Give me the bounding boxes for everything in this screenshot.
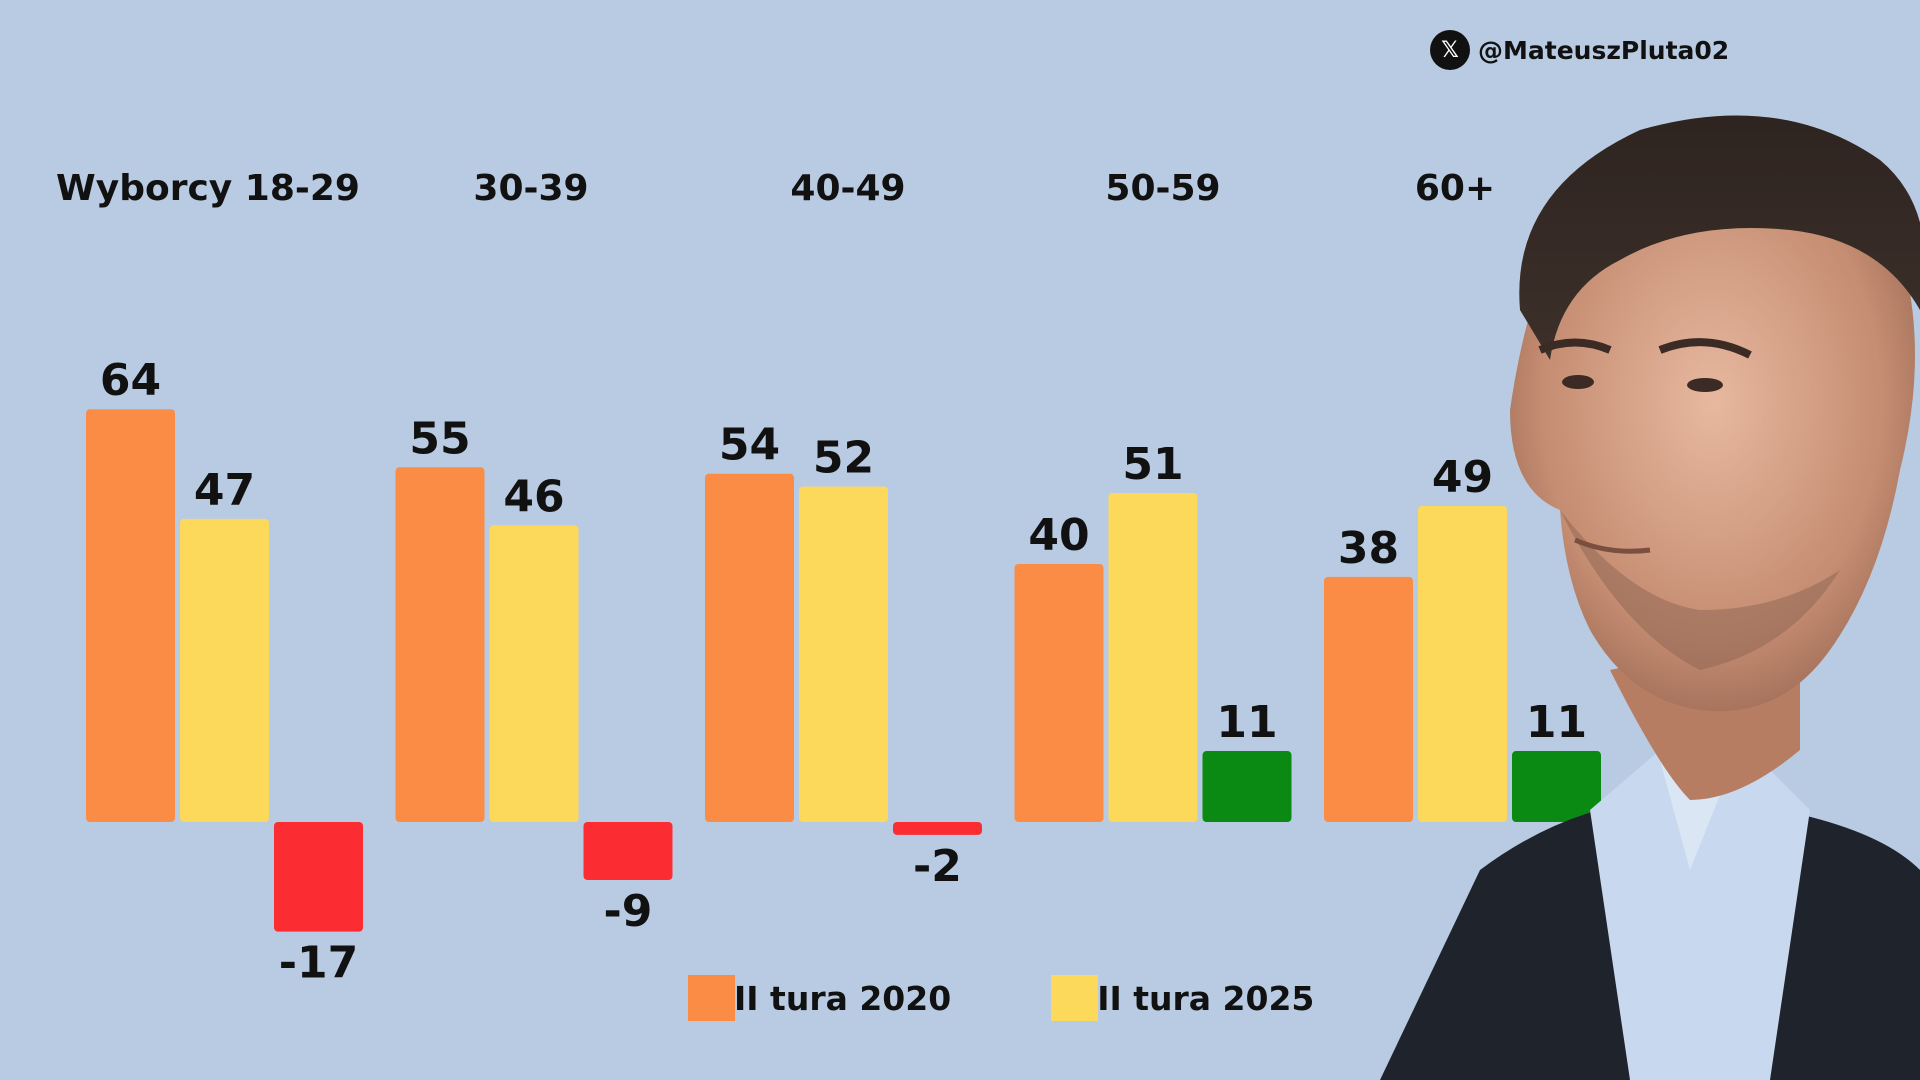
data-label: -9: [604, 886, 653, 937]
legend-item-2025: II tura 2025: [1051, 975, 1314, 1021]
bar-change: [274, 822, 363, 932]
data-label: -17: [279, 938, 359, 989]
bar-change: [893, 822, 982, 835]
bar-2025: [489, 525, 579, 822]
data-label: 40: [1028, 510, 1089, 561]
bar-2025: [180, 518, 269, 822]
data-label: 11: [1216, 697, 1277, 748]
portrait-photo: [1380, 115, 1920, 1080]
data-label: 11: [1526, 697, 1587, 748]
legend-swatch-2020: [688, 975, 735, 1021]
x-logo-icon: 𝕏: [1430, 30, 1470, 70]
data-label: -2: [913, 841, 962, 892]
bar-change: [583, 822, 673, 881]
bar-2020: [86, 409, 175, 822]
data-label: 64: [100, 355, 161, 406]
handle-text: @MateuszPluta02: [1478, 35, 1730, 65]
legend-swatch-2025: [1051, 975, 1099, 1021]
bar-2025: [1108, 493, 1198, 822]
category-label: 40-49: [790, 168, 905, 209]
bar-2020: [705, 473, 794, 822]
bar-2020: [1014, 564, 1104, 822]
bar-change: [1512, 751, 1601, 822]
legend: II tura 2020 II tura 2025: [688, 975, 1314, 1021]
data-label: 55: [409, 413, 470, 464]
bar-change: [1202, 751, 1292, 822]
legend-label-2025: II tura 2025: [1097, 978, 1315, 1018]
data-label: 54: [719, 420, 780, 471]
category-label: 30-39: [473, 168, 588, 209]
category-label: 50-59: [1105, 168, 1220, 209]
data-label: 38: [1338, 523, 1399, 574]
data-label: 47: [194, 465, 255, 516]
author-handle: 𝕏 @MateuszPluta02: [1430, 30, 1729, 70]
bar-2020: [395, 467, 485, 822]
legend-item-2020: II tura 2020: [688, 975, 951, 1021]
data-label: 46: [503, 471, 564, 522]
bar-2025: [1418, 505, 1507, 822]
category-label: Wyborcy 18-29: [56, 168, 360, 209]
data-label: 52: [813, 433, 874, 484]
bar-2025: [799, 486, 888, 822]
legend-label-2020: II tura 2020: [734, 978, 952, 1018]
category-label: 60+: [1415, 168, 1495, 209]
data-label: 51: [1122, 439, 1183, 490]
data-label: 49: [1432, 452, 1493, 503]
bar-2020: [1324, 576, 1413, 822]
